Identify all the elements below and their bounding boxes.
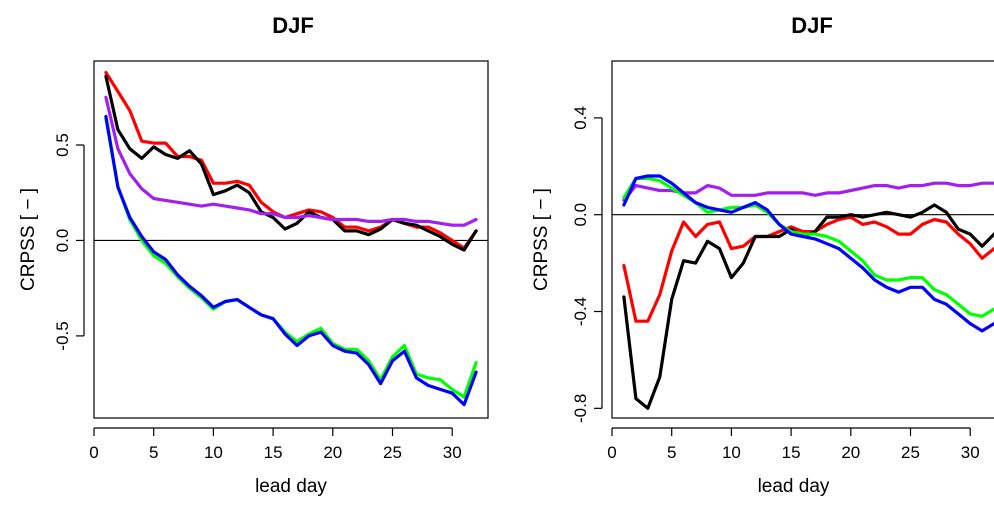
x-tick-label: 15 bbox=[782, 443, 801, 462]
y-axis-label: CRPSS [ − ] bbox=[531, 188, 552, 291]
series-group bbox=[622, 174, 994, 410]
x-tick-label: 20 bbox=[323, 443, 342, 462]
x-axis-label: lead day bbox=[255, 476, 327, 497]
y-tick-label: -0.8 bbox=[571, 394, 590, 423]
y-axis-label: CRPSS [ − ] bbox=[18, 188, 39, 291]
chart-title: DJF bbox=[272, 13, 314, 38]
plot-frame bbox=[93, 60, 489, 419]
series-line-1 bbox=[622, 215, 994, 323]
chart-title: DJF bbox=[791, 13, 833, 38]
y-tick-label: 0.5 bbox=[53, 133, 72, 157]
x-tick-label: 30 bbox=[443, 443, 462, 462]
x-tick-label: 25 bbox=[383, 443, 402, 462]
x-tick-label: 0 bbox=[607, 443, 616, 462]
x-tick-label: 10 bbox=[204, 443, 223, 462]
x-tick-label: 5 bbox=[667, 443, 676, 462]
series-line-5 bbox=[622, 174, 994, 333]
x-tick-label: 0 bbox=[89, 443, 98, 462]
series-line-2 bbox=[104, 74, 478, 252]
y-tick-label: 0.0 bbox=[571, 203, 590, 227]
y-tick-label: -0.5 bbox=[53, 321, 72, 350]
series-line-3 bbox=[104, 95, 478, 227]
series-line-5 bbox=[104, 114, 478, 407]
series-line-4 bbox=[104, 116, 478, 399]
y-tick-label: 0.0 bbox=[53, 229, 72, 253]
x-axis-label: lead day bbox=[758, 476, 830, 497]
x-tick-label: 30 bbox=[961, 443, 980, 462]
series-line-4 bbox=[622, 176, 994, 318]
chart-panel-2: DJF 0 5 10 15 20 25 30 lead day -0.8 -0.4 0.0 0.4 CRP… bbox=[531, 13, 994, 497]
y-tick-label: -0.4 bbox=[571, 297, 590, 326]
x-tick-label: 20 bbox=[841, 443, 860, 462]
y-tick-label: 0.4 bbox=[571, 106, 590, 130]
x-tick-label: 10 bbox=[722, 443, 741, 462]
chart-panel-1: DJF 0 5 10 15 20 25 30 lead day -0.5 0.0 0.5 CRPSS [… bbox=[18, 13, 489, 497]
plot-frame bbox=[611, 60, 994, 419]
series-group bbox=[104, 70, 478, 407]
x-tick-label: 25 bbox=[901, 443, 920, 462]
x-tick-label: 5 bbox=[149, 443, 158, 462]
x-tick-label: 15 bbox=[264, 443, 283, 462]
